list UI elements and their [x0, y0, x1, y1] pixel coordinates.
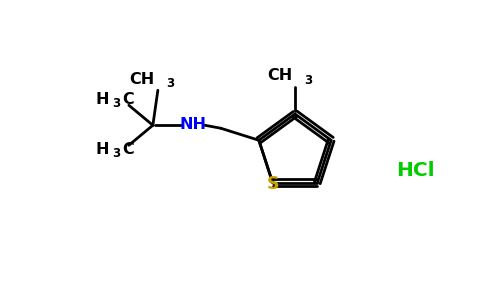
Text: CH: CH	[130, 72, 155, 87]
Text: NH: NH	[180, 117, 206, 132]
Text: 3: 3	[304, 74, 312, 86]
Text: 3: 3	[166, 77, 174, 90]
Text: 3: 3	[112, 97, 120, 110]
Text: HCl: HCl	[396, 160, 434, 179]
Text: C: C	[122, 142, 134, 157]
Text: 3: 3	[112, 147, 120, 160]
Text: C: C	[122, 92, 134, 107]
Text: H: H	[95, 142, 109, 157]
Text: H: H	[95, 92, 109, 107]
Text: S: S	[266, 175, 279, 193]
Text: CH: CH	[268, 68, 293, 83]
